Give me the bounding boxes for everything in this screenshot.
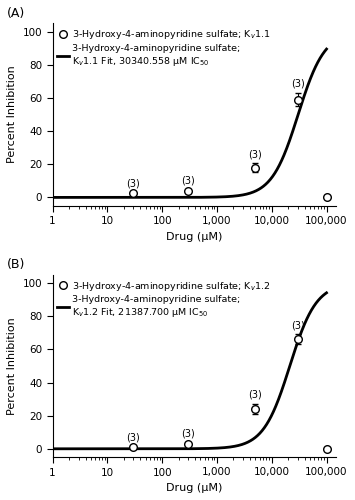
Text: (3): (3): [181, 429, 195, 439]
Y-axis label: Percent Inhibition: Percent Inhibition: [7, 66, 17, 164]
X-axis label: Drug (μM): Drug (μM): [166, 483, 223, 493]
Text: (3): (3): [127, 178, 140, 188]
Text: (A): (A): [7, 7, 26, 20]
Text: (B): (B): [7, 258, 26, 271]
Y-axis label: Percent Inhibition: Percent Inhibition: [7, 317, 17, 415]
Text: (3): (3): [248, 150, 262, 160]
Text: (3): (3): [291, 320, 305, 330]
Text: (3): (3): [291, 79, 305, 89]
Legend: 3-Hydroxy-4-aminopyridine sulfate; K$_v$1.2, 3-Hydroxy-4-aminopyridine sulfate;
: 3-Hydroxy-4-aminopyridine sulfate; K$_v$…: [55, 278, 272, 321]
Text: (3): (3): [248, 390, 262, 400]
Legend: 3-Hydroxy-4-aminopyridine sulfate; K$_v$1.1, 3-Hydroxy-4-aminopyridine sulfate;
: 3-Hydroxy-4-aminopyridine sulfate; K$_v$…: [55, 26, 273, 70]
Text: (3): (3): [181, 176, 195, 186]
X-axis label: Drug (μM): Drug (μM): [166, 232, 223, 241]
Text: (3): (3): [127, 432, 140, 442]
